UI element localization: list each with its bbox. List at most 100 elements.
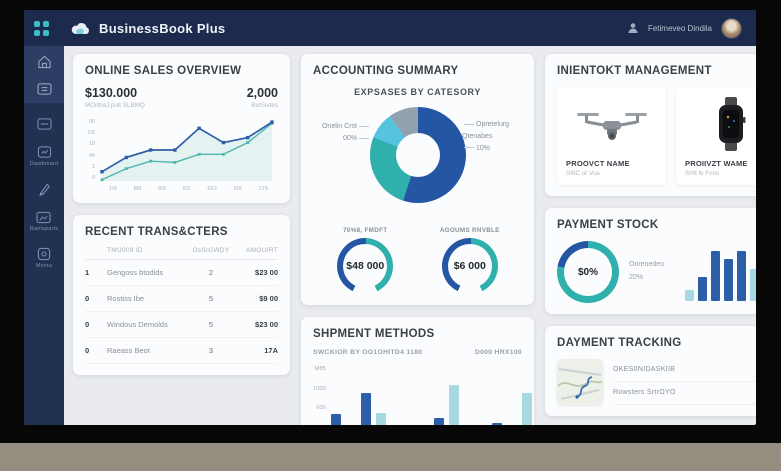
stat-label: ButSivtes	[251, 102, 278, 109]
bar	[448, 385, 459, 425]
table-cell: Windous Demolds	[107, 320, 168, 329]
table-row[interactable]: 1 Gengoss btodids 2 $23 00	[85, 260, 278, 286]
donut-label-text: Qtenabes	[462, 132, 493, 140]
sidebar-item-pen[interactable]	[38, 182, 51, 196]
bar	[433, 418, 444, 425]
online-sales-card: ONLINE SALES OVERVIEW $130.000 MOrthaJ.p…	[73, 54, 290, 203]
sidebar-active-block	[24, 46, 64, 103]
x-tick: 1/9	[109, 186, 117, 192]
home-icon	[37, 55, 51, 69]
table-cell: 2	[208, 268, 214, 277]
tracking-label: OKES0NIDASKIIB	[613, 366, 676, 373]
table-row[interactable]: 0 Windous Demolds 5 $23 00	[85, 312, 278, 338]
table-cell: $9 00	[259, 294, 278, 303]
reports-icon	[36, 211, 51, 224]
gauge-value: $48 000	[346, 260, 385, 272]
payment-side-label: Oorenedeo	[629, 261, 665, 269]
card-title: ACCOUNTING SUMMARY	[313, 65, 459, 77]
gauge-label: AGOUMS RNVBLE	[439, 227, 500, 234]
sales-stat-2: 2,000 ButSivtes	[247, 86, 278, 109]
sidebar-item-label: Dasdimard	[29, 161, 59, 167]
bar	[698, 277, 707, 301]
y-tick: 1000	[313, 385, 326, 392]
dashboard-icon	[37, 146, 51, 158]
table-row[interactable]: 0 Raeass Beot 3 17A	[85, 338, 278, 364]
x-tick: 5F2	[207, 186, 217, 192]
topbar-user-area[interactable]: Fetimeveo Dindila	[627, 17, 742, 39]
sidebar-item-home[interactable]	[37, 55, 52, 69]
y-tick: 40	[88, 152, 95, 159]
table-cell: 0	[85, 346, 90, 355]
shipment-subtitle-left: SWCKIOR BY OO1OHITD4 1180	[313, 349, 423, 356]
card-title: ONLINE SALES OVERVIEW	[85, 65, 242, 77]
monitor-stand	[0, 443, 781, 471]
bar	[737, 251, 746, 301]
product-tile-watch[interactable]: PROIIVZT WAME SHit lb Fons	[676, 87, 756, 185]
dashboard-screen: BusinessBook Plus Fetimeveo Dindila	[24, 10, 756, 425]
sidebar-item-menta[interactable]: Menta	[36, 247, 52, 269]
y-tick: 1/0	[87, 130, 95, 137]
sidebar-item-dashboard[interactable]: Dasdimard	[30, 145, 58, 167]
shipment-methods-card: SHPMENT METHODS SWCKIOR BY OO1OHITD4 118…	[301, 317, 534, 425]
expenses-subtitle: EXPSASES BY CATESORY	[354, 87, 481, 97]
sidebar-item-card[interactable]	[37, 118, 52, 130]
sidebar-item-reports[interactable]: Ramsparts	[30, 211, 58, 232]
bar	[711, 251, 720, 301]
sidebar: Dasdimard Ramsparts Menta	[24, 46, 64, 425]
table-cell: 5	[208, 294, 214, 303]
gauge-label: 70%8, FMDFT	[343, 227, 388, 234]
sales-chart-x-ticks: 1/9 M8 8/9 5/2 5F2 5/9 1T5	[85, 185, 278, 192]
card-title: RECENT TRANS&CTERS	[85, 226, 228, 238]
bar	[491, 423, 502, 425]
donut-label-pct: 10%	[476, 144, 491, 152]
accounting-summary-card: ACCOUNTING SUMMARY EXPSASES BY CATESORY …	[301, 54, 534, 305]
bar	[521, 393, 532, 425]
table-cell: $23 00	[255, 320, 278, 329]
app-grid-icon[interactable]	[34, 20, 49, 36]
x-tick: M8	[133, 186, 142, 192]
y-tick: 010	[313, 425, 326, 426]
tracking-row[interactable]: OKES0NIDASKIIB 0	[613, 359, 756, 382]
donut-label-left: Onelin Crst 00%	[313, 121, 371, 145]
donut-label-text: Opretelurg	[476, 121, 510, 128]
y-tick: 0	[91, 174, 95, 181]
inventory-management-card: INIENTOKT MANAGEMENT	[545, 54, 756, 196]
table-cell: 5	[208, 320, 214, 329]
tracking-row[interactable]: Rowsters SrtrOYO 00	[613, 382, 756, 405]
x-tick: 1T5	[258, 186, 268, 192]
payment-donut-chart: $0%	[557, 241, 619, 303]
table-cell: 0	[85, 320, 90, 329]
product-sku: S6tC or Vus	[566, 170, 600, 177]
payment-tracking-card: DAYMENT TRACKING OK	[545, 326, 756, 416]
table-cell: Raeass Beot	[107, 346, 150, 355]
payment-donut-value: $0%	[577, 266, 598, 278]
card-icon	[37, 118, 51, 130]
table-header: TMU009 ID OsSIGWDY AMOUIRT	[85, 247, 278, 260]
user-avatar[interactable]	[721, 17, 742, 39]
table-cell: 1	[85, 268, 90, 277]
shipment-y-ticks: M8510006000100	[313, 366, 331, 425]
sales-stat-1: $130.000 MOrthaJ.pult SLBMQ	[85, 86, 145, 109]
col-header-id: TMU009 ID	[107, 247, 143, 254]
y-tick: 90	[88, 119, 95, 125]
topbar: BusinessBook Plus Fetimeveo Dindila	[24, 10, 756, 46]
table-cell: 17A	[264, 346, 278, 355]
payment-stock-card: PAYMENT STOCK $0% Oorenedeo 20%	[545, 208, 756, 314]
card-title: SHPMENT METHODS	[313, 328, 435, 340]
sales-chart-y-ticks: 90 1/0 10 40 1 0	[85, 119, 98, 181]
col-header-qty: OsSIGWDY	[192, 247, 230, 254]
product-name: PROIIVZT WAME	[685, 159, 748, 168]
stat-label: MOrthaJ.pult SLBMQ	[85, 102, 145, 109]
stat-value: 2,000	[246, 86, 278, 100]
table-cell: 0	[85, 294, 90, 303]
product-tile-drone[interactable]: PROOVCT NAME S6tC or Vus	[557, 87, 666, 185]
sidebar-item-panel[interactable]	[37, 83, 52, 95]
sidebar-item-label: Ramsparts	[29, 226, 59, 232]
x-tick: 5/9	[233, 186, 242, 192]
expenses-donut-chart	[369, 107, 466, 203]
bar	[330, 414, 341, 425]
donut-label-right: Opretelurg Qtenabes 10%	[462, 119, 522, 155]
table-row[interactable]: 0 Rostiss Ibe 5 $9 00	[85, 286, 278, 312]
donut-label-text: Onelin Crst	[321, 123, 357, 130]
donut-label-pct: 00%	[342, 134, 357, 142]
